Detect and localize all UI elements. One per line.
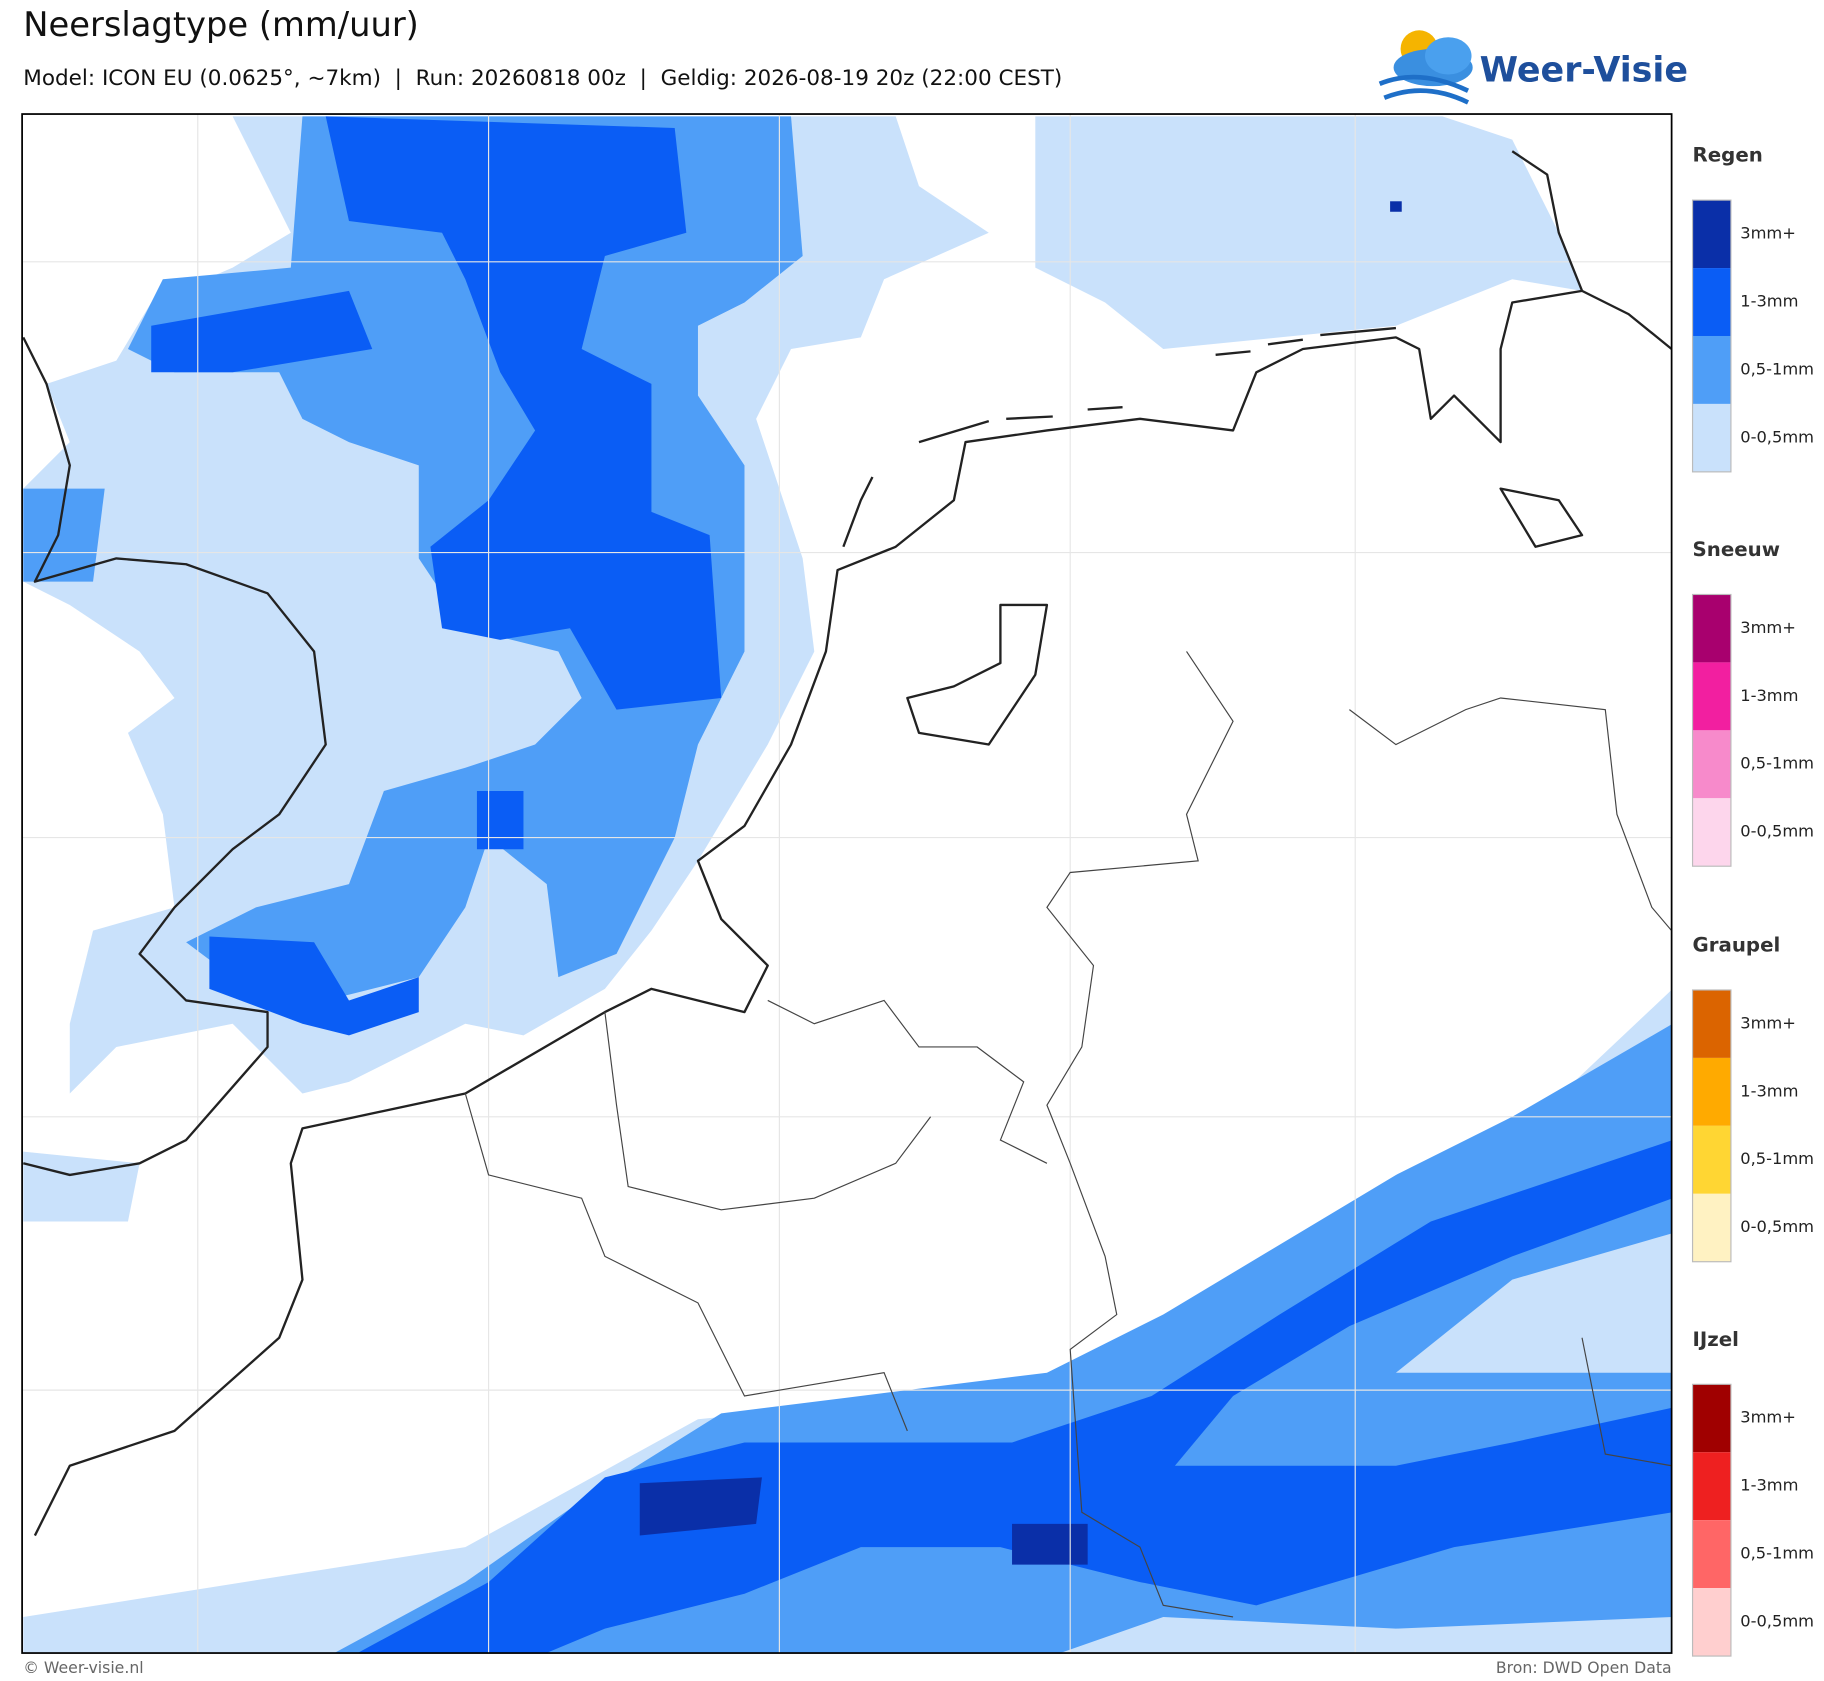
legend-label: 3mm+	[1740, 224, 1796, 243]
legend-label: 1-3mm	[1740, 1476, 1798, 1495]
legend-title: Regen	[1693, 144, 1763, 167]
legend-box	[1691, 1383, 1732, 1657]
legend-swatch	[1692, 798, 1731, 867]
legend-label: 3mm+	[1740, 618, 1796, 637]
legend-label: 1-3mm	[1740, 1081, 1798, 1100]
legend-swatch	[1692, 730, 1731, 799]
legend-swatch	[1692, 403, 1731, 472]
legend-swatch	[1692, 662, 1731, 731]
precip-area	[476, 791, 524, 850]
legend-swatch	[1692, 989, 1731, 1058]
legend-box	[1691, 593, 1732, 867]
legend-label: 0,5-1mm	[1740, 1149, 1814, 1168]
legend-swatch	[1692, 200, 1731, 269]
precipitation	[23, 116, 1672, 1654]
map-frame	[21, 113, 1673, 1654]
legend-swatch	[1692, 335, 1731, 404]
precip-area	[209, 936, 419, 1036]
legend-label: 0-0,5mm	[1740, 427, 1814, 446]
legend-label: 0,5-1mm	[1740, 754, 1814, 773]
legend-label: 0-0,5mm	[1740, 822, 1814, 841]
legend-title: Sneeuw	[1693, 538, 1780, 561]
logo-text: Weer-Visie	[1480, 50, 1688, 90]
precip-area	[1390, 201, 1402, 212]
borders	[464, 651, 1672, 1618]
legend-swatch	[1692, 1520, 1731, 1589]
legend-swatch	[1692, 1193, 1731, 1262]
precip-area	[23, 488, 105, 582]
legend-label: 3mm+	[1740, 1408, 1796, 1427]
legend-swatch	[1692, 1452, 1731, 1521]
legend-label: 1-3mm	[1740, 291, 1798, 310]
legend-label: 0-0,5mm	[1740, 1217, 1814, 1236]
precip-area	[151, 290, 373, 373]
legend-swatch	[1692, 1384, 1731, 1453]
legend: Regen 3mm+ 1-3mm 0,5-1mm 0-0,5mm Sneeuw 3mm+ 1-…	[1691, 144, 1814, 1657]
legend-swatch	[1692, 1057, 1731, 1126]
legend-title: Graupel	[1693, 934, 1781, 957]
precip-area	[1012, 1523, 1088, 1565]
coastlines	[22, 150, 1672, 1537]
legend-swatch	[1692, 1588, 1731, 1657]
legend-label: 1-3mm	[1740, 686, 1798, 705]
legend-label: 3mm+	[1740, 1013, 1796, 1032]
subtitle: Model: ICON EU (0.0625°, ~7km) | Run: 20…	[23, 66, 1062, 91]
legend-swatch	[1692, 1125, 1731, 1194]
precip-area	[325, 116, 722, 710]
footer-right: Bron: DWD Open Data	[1496, 1658, 1672, 1677]
legend-box	[1691, 199, 1732, 473]
legend-swatch	[1692, 594, 1731, 663]
legend-label: 0-0,5mm	[1740, 1612, 1814, 1631]
legend-box	[1691, 989, 1732, 1263]
legend-title: IJzel	[1693, 1328, 1739, 1351]
legend-label: 0,5-1mm	[1740, 1544, 1814, 1563]
footer-left: © Weer-visie.nl	[23, 1658, 143, 1677]
precip-area	[1035, 116, 1583, 350]
legend-swatch	[1692, 268, 1731, 336]
logo: Weer-Visie	[1378, 30, 1688, 105]
map	[22, 114, 1672, 1654]
title: Neerslagtype (mm/uur)	[23, 5, 419, 44]
legend-label: 0,5-1mm	[1740, 359, 1814, 378]
precip-area	[23, 1151, 140, 1222]
precip-area	[639, 1477, 762, 1536]
